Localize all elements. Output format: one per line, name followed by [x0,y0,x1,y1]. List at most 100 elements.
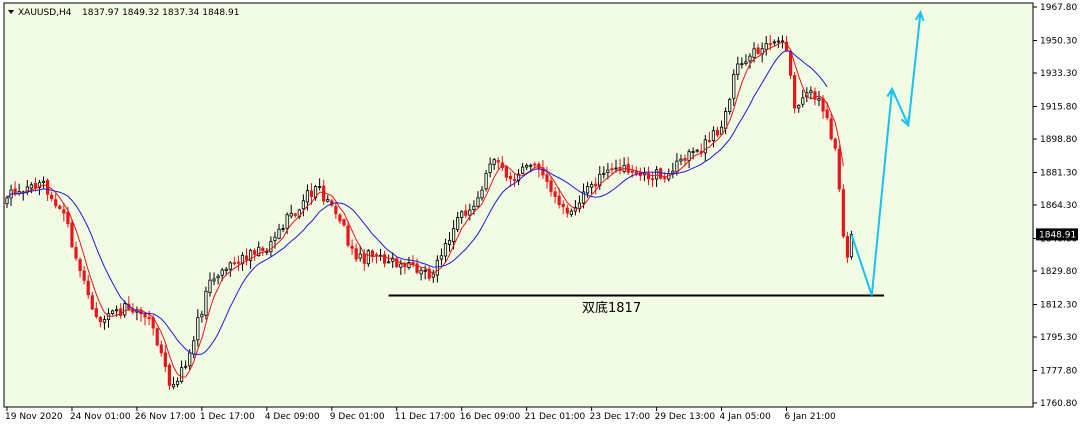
candle-body [456,217,460,230]
candle-body [257,246,261,256]
y-tick-label: 1881.30 [1040,168,1077,178]
candle-body [707,140,711,142]
candle-body [744,61,748,64]
candle-body [119,308,123,316]
y-tick-label: 1829.80 [1040,267,1077,277]
candle-body [159,344,163,354]
candle-body [33,182,38,189]
candle-body [179,367,184,382]
candle-body [529,164,533,167]
candle-body [492,159,496,165]
candle-body [155,328,159,346]
candle-body [549,180,553,192]
candle-body [557,195,561,206]
candle-body [338,214,342,222]
y-tick-label: 1898.80 [1040,135,1077,145]
candle-body [415,263,419,273]
candle-body [265,251,269,253]
candle-body [423,269,427,272]
projection-segment [870,88,894,296]
candle-body [435,259,439,276]
candle-body [175,380,180,386]
double-bottom-label: 双底1817 [582,300,641,316]
candle-body [244,255,249,261]
candle-body [837,148,841,190]
candle-body [54,199,58,207]
projection-arrowhead [886,86,897,98]
candle-body [301,200,305,210]
candle-body [240,254,245,265]
x-tick-label: 4 Dec 09:00 [265,412,320,422]
candle-body [293,213,297,216]
candle-body [439,255,444,260]
candle-body [732,73,736,99]
collapse-triangle-icon[interactable] [8,10,14,14]
candle-body [102,319,107,323]
candle-body [322,185,326,202]
y-tick-label: 1950.30 [1040,36,1077,46]
candle-body [663,177,667,180]
candle-body [561,203,565,208]
current-price-text: 1848.91 [1039,230,1076,240]
y-tick-label: 1760.80 [1040,399,1077,409]
x-tick-label: 6 Jan 21:00 [785,412,837,422]
candle-body [585,186,590,194]
candle-body [70,222,74,248]
y-tick-label: 1915.80 [1040,102,1077,112]
candle-body [248,249,253,261]
ma-slow-line [6,50,828,355]
candle-body [655,169,659,180]
y-tick-label: 1812.30 [1040,300,1077,310]
candle-body [451,228,456,243]
candle-body [399,263,403,268]
y-tick-label: 1933.30 [1040,69,1077,79]
candle-body [443,243,448,257]
x-tick-label: 26 Nov 17:00 [135,412,196,422]
candle-body [370,250,375,256]
candle-body [232,262,236,265]
candle-body [646,173,651,180]
candle-body [683,157,687,161]
candle-body [98,316,102,323]
candle-body [212,278,216,282]
candle-body [715,129,720,136]
candle-body [220,269,224,276]
candle-body [309,190,314,197]
candle-body [82,270,86,281]
candle-body [756,47,760,54]
x-tick-label: 21 Dec 01:00 [525,412,586,422]
candle-body [659,168,663,179]
candle-body [516,173,521,182]
candle-body [236,261,241,264]
candle-body [208,279,212,294]
candle-body [46,180,50,195]
candle-body [204,290,208,316]
candle-body [354,248,358,260]
candle-body [411,262,415,265]
candle-body [553,191,557,197]
candle-body [224,268,228,271]
projection-segment [850,234,873,296]
y-tick-label: 1795.30 [1040,333,1077,343]
candle-body [508,175,513,180]
candle-body [671,170,675,174]
candle-body [196,317,200,341]
plot-area [3,2,1034,408]
candle-body [581,191,586,204]
candle-body [29,184,33,189]
candle-body [41,180,46,183]
candle-body [841,189,845,237]
candle-body [472,205,476,210]
candle-body [813,91,817,100]
candle-body [269,241,273,253]
candle-body [484,173,488,190]
x-tick-label: 4 Jan 05:00 [720,412,772,422]
candle-body [123,303,127,316]
candle-body [460,211,464,218]
projection-arrows [850,10,925,296]
candle-body [521,166,525,174]
candle-body [675,160,679,172]
candle-body [167,364,171,386]
